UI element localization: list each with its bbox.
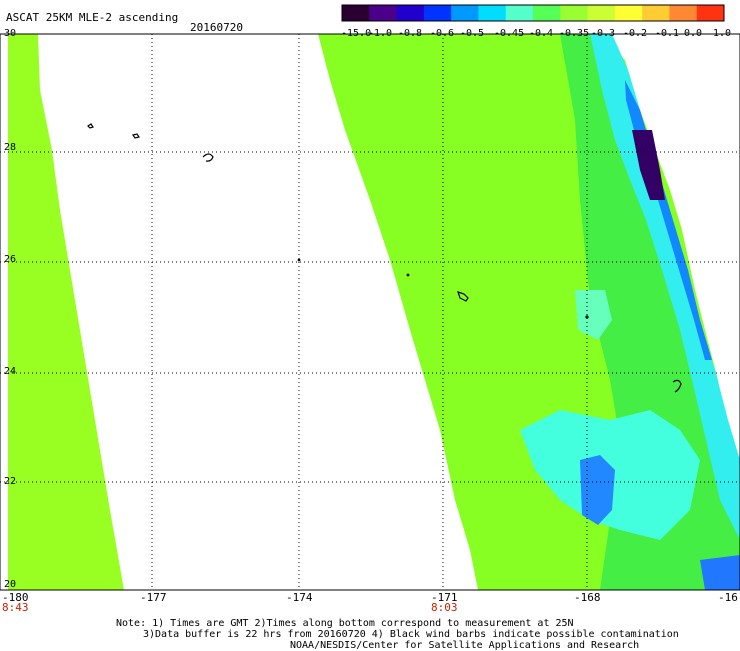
lat-label: 28 — [4, 142, 17, 153]
colorbar-swatch — [423, 5, 452, 21]
lon-label: -180 — [2, 591, 29, 604]
colorbar-swatch — [342, 5, 370, 21]
colorbar-label: -0.35 — [559, 28, 590, 39]
lat-lon-grid — [0, 34, 740, 590]
colorbar-swatch — [451, 5, 479, 21]
colorbar-swatch — [505, 5, 534, 21]
patch-cyan-edge — [590, 34, 740, 540]
colorbar-label: 0.0 — [684, 28, 703, 39]
lat-label: 30 — [4, 28, 17, 39]
colorbar-label: -0.8 — [398, 28, 423, 39]
colorbar-label: -15.0 — [341, 28, 372, 39]
footnote-line-2: 3)Data buffer is 22 hrs from 20160720 4)… — [143, 629, 679, 640]
colorbar-swatch — [533, 5, 561, 21]
colorbar-label: -0.45 — [494, 28, 525, 39]
island-outline — [202, 153, 214, 162]
colorbar-label: -0.6 — [430, 28, 455, 39]
colorbar-swatch — [642, 5, 670, 21]
island-dot — [297, 258, 301, 262]
colorbar-label: -0.2 — [623, 28, 648, 39]
island-outlines — [87, 123, 682, 393]
colorbar-swatch — [369, 5, 398, 21]
colorbar-frame — [341, 4, 725, 22]
patch-blue-corner — [700, 555, 740, 590]
colorbar-swatch — [560, 5, 589, 21]
colorbar-swatch — [614, 5, 643, 21]
lon-label: -174 — [286, 591, 313, 604]
colorbar-swatch — [696, 5, 725, 21]
island-outline — [132, 133, 140, 139]
colorbar-label: -1.0 — [368, 28, 393, 39]
island-dot — [406, 273, 410, 277]
colorbar-label: -0.5 — [460, 28, 485, 39]
patch-purple-core — [632, 130, 665, 200]
colorbar-swatch — [669, 5, 698, 21]
footnote-line-1: Note: 1) Times are GMT 2)Times along bot… — [116, 618, 574, 629]
pass-time-label: 8:03 — [431, 601, 458, 614]
island-outline — [672, 379, 682, 393]
colorbar-swatch — [396, 5, 425, 21]
lat-label: 20 — [4, 579, 17, 590]
patch-green-band — [560, 34, 740, 590]
colorbar-swatch — [478, 5, 507, 21]
colorbar-swatch — [587, 5, 616, 21]
lon-label: -171 — [431, 591, 458, 604]
footnote-line-3: NOAA/NESDIS/Center for Satellite Applica… — [290, 640, 640, 651]
pass-time-label: 8:43 — [2, 601, 29, 614]
patch-cyan-mid — [575, 290, 612, 340]
island-outline — [457, 291, 469, 302]
anomaly-patches — [520, 34, 740, 590]
lon-label: -168 — [574, 591, 601, 604]
swath-west — [8, 34, 124, 590]
island-outline — [87, 123, 94, 129]
colorbar-label: 1.0 — [713, 28, 732, 39]
patch-blue-lower — [580, 455, 615, 525]
island-dot — [585, 315, 589, 319]
colorbar-label: -0.4 — [529, 28, 554, 39]
lat-label: 22 — [4, 476, 17, 487]
product-title: ASCAT 25KM MLE-2 ascending — [6, 11, 179, 24]
lat-label: 26 — [4, 254, 17, 265]
colorbar-label: -0.3 — [591, 28, 616, 39]
lat-label: 24 — [4, 366, 17, 377]
lon-label: -16 — [718, 591, 738, 604]
colorbar — [341, 4, 725, 22]
plot-frame — [0, 33, 740, 591]
product-date: 20160720 — [190, 21, 243, 34]
lon-label: -177 — [140, 591, 167, 604]
colorbar-label: -0.1 — [655, 28, 680, 39]
